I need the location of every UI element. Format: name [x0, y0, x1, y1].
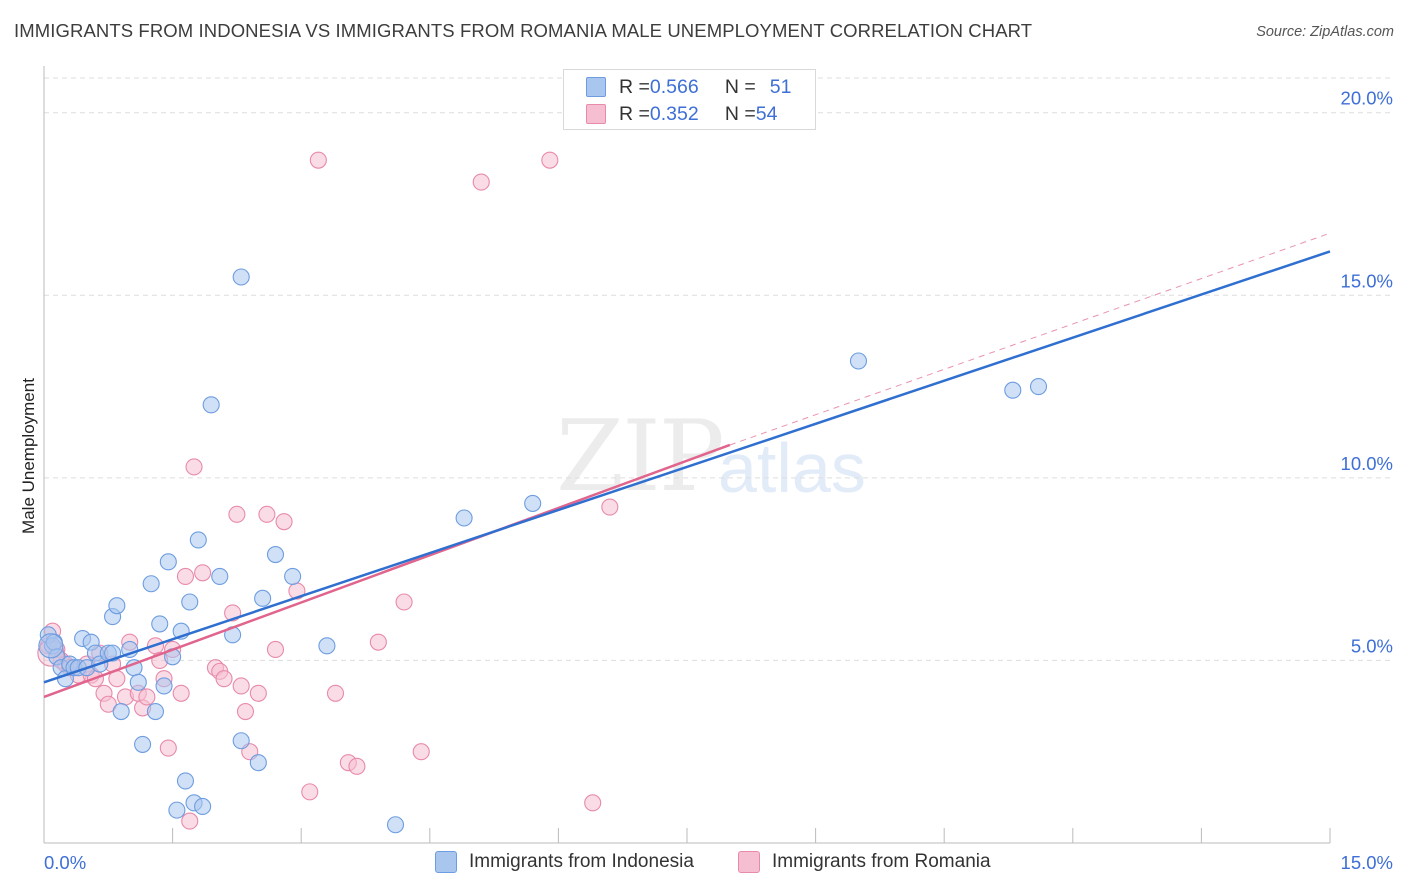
romania-point — [215, 670, 233, 688]
romania-point — [228, 505, 246, 523]
indonesia-point — [266, 545, 285, 564]
legend-r-label: R = — [619, 75, 650, 98]
indonesia-point — [112, 702, 130, 721]
legend-n-value: 54 — [755, 102, 778, 125]
romania-point — [348, 757, 366, 775]
axes — [43, 66, 1331, 844]
romania-point — [412, 743, 430, 761]
chart-title: IMMIGRANTS FROM INDONESIA VS IMMIGRANTS … — [14, 20, 1033, 41]
romania-point — [249, 684, 267, 702]
indonesia-point — [232, 268, 250, 286]
legend-row-romania: R = 0.352 N = 54 — [586, 102, 777, 126]
indonesia-point — [249, 754, 267, 772]
indonesia-point — [1029, 378, 1048, 396]
x-tick-label: 0.0% — [44, 852, 86, 873]
indonesia-point — [168, 801, 186, 819]
romania-trend-line — [43, 443, 731, 699]
grid-lines — [44, 77, 1392, 661]
indonesia-point — [181, 593, 199, 611]
source-attribution: Source: ZipAtlas.com — [1256, 24, 1394, 40]
romania-point — [275, 513, 293, 531]
legend-swatch-indonesia — [586, 77, 606, 97]
indonesia-point — [159, 553, 177, 571]
romania-point — [159, 739, 177, 757]
tick-labels: 5.0% 10.0% 15.0% 20.0% 0.0% 15.0% — [44, 88, 1393, 873]
indonesia-point — [455, 509, 473, 527]
indonesia-point — [129, 673, 147, 691]
y-tick-label: 10.0% — [1341, 453, 1393, 474]
indonesia-point — [849, 352, 868, 370]
indonesia-cluster-point — [38, 633, 64, 659]
y-tick-label: 20.0% — [1341, 88, 1393, 109]
indonesia-point — [151, 615, 169, 633]
romania-point — [472, 173, 490, 191]
romania-points — [37, 151, 619, 830]
legend-row-indonesia: R = 0.566 N = 51 — [586, 75, 791, 99]
romania-point — [369, 633, 387, 651]
indonesia-point — [142, 575, 160, 593]
indonesia-point — [155, 677, 173, 695]
series-legend-label: Immigrants from Indonesia — [469, 851, 694, 872]
indonesia-point — [524, 494, 542, 512]
legend-n-label: N = — [724, 75, 756, 98]
indonesia-point — [176, 772, 195, 790]
series-legend-label: Immigrants from Romania — [772, 851, 991, 872]
romania-point — [395, 593, 413, 611]
romania-point — [266, 640, 285, 659]
watermark-atlas: atlas — [718, 429, 866, 507]
romania-point — [236, 702, 255, 721]
indonesia-point — [318, 637, 336, 655]
indonesia-point — [254, 589, 272, 607]
legend-n-label: N = — [724, 102, 756, 125]
romania-point — [326, 684, 345, 702]
romania-point — [541, 151, 559, 169]
romania-point — [138, 688, 156, 706]
y-axis-label: Male Unemployment — [19, 378, 38, 534]
legend-n-value: 51 — [769, 75, 792, 98]
indonesia-point — [134, 735, 152, 753]
legend-swatch-romania — [586, 104, 606, 124]
romania-point — [601, 498, 619, 516]
x-tick-label: 15.0% — [1341, 852, 1393, 873]
indonesia-point — [284, 567, 302, 585]
indonesia-point — [386, 816, 405, 834]
series-legend: Immigrants from Indonesia Immigrants fro… — [0, 851, 1406, 879]
romania-point — [181, 812, 199, 830]
y-tick-label: 15.0% — [1341, 270, 1393, 291]
indonesia-point — [202, 396, 220, 414]
correlation-legend: R = 0.566 N = 51 R = 0.352 N = 54 — [563, 69, 816, 130]
romania-point — [176, 567, 195, 585]
legend-r-value: 0.566 — [649, 75, 699, 98]
indonesia-point — [211, 567, 229, 585]
legend-swatch-indonesia — [435, 851, 457, 873]
indonesia-point — [232, 732, 250, 750]
romania-point — [172, 684, 190, 702]
indonesia-points — [38, 268, 1048, 834]
romania-trend-extension — [729, 232, 1331, 446]
indonesia-point — [108, 597, 126, 615]
y-tick-label: 5.0% — [1351, 635, 1393, 656]
romania-point — [309, 151, 327, 169]
indonesia-point — [194, 797, 212, 816]
trend-lines — [43, 232, 1331, 699]
indonesia-point — [146, 702, 165, 721]
romania-point — [194, 564, 212, 582]
indonesia-point — [189, 531, 207, 549]
romania-point — [301, 783, 319, 801]
romania-point — [232, 677, 250, 695]
indonesia-trend-line — [43, 250, 1331, 684]
romania-point — [99, 695, 117, 713]
romania-point — [584, 794, 602, 812]
romania-point — [185, 458, 203, 476]
legend-r-value: 0.352 — [649, 102, 699, 125]
series-legend-romania[interactable]: Immigrants from Romania — [738, 851, 991, 873]
series-legend-indonesia[interactable]: Immigrants from Indonesia — [435, 851, 694, 873]
romania-point — [258, 505, 276, 523]
legend-swatch-romania — [738, 851, 760, 873]
indonesia-point — [1004, 381, 1022, 399]
legend-r-label: R = — [619, 102, 650, 125]
